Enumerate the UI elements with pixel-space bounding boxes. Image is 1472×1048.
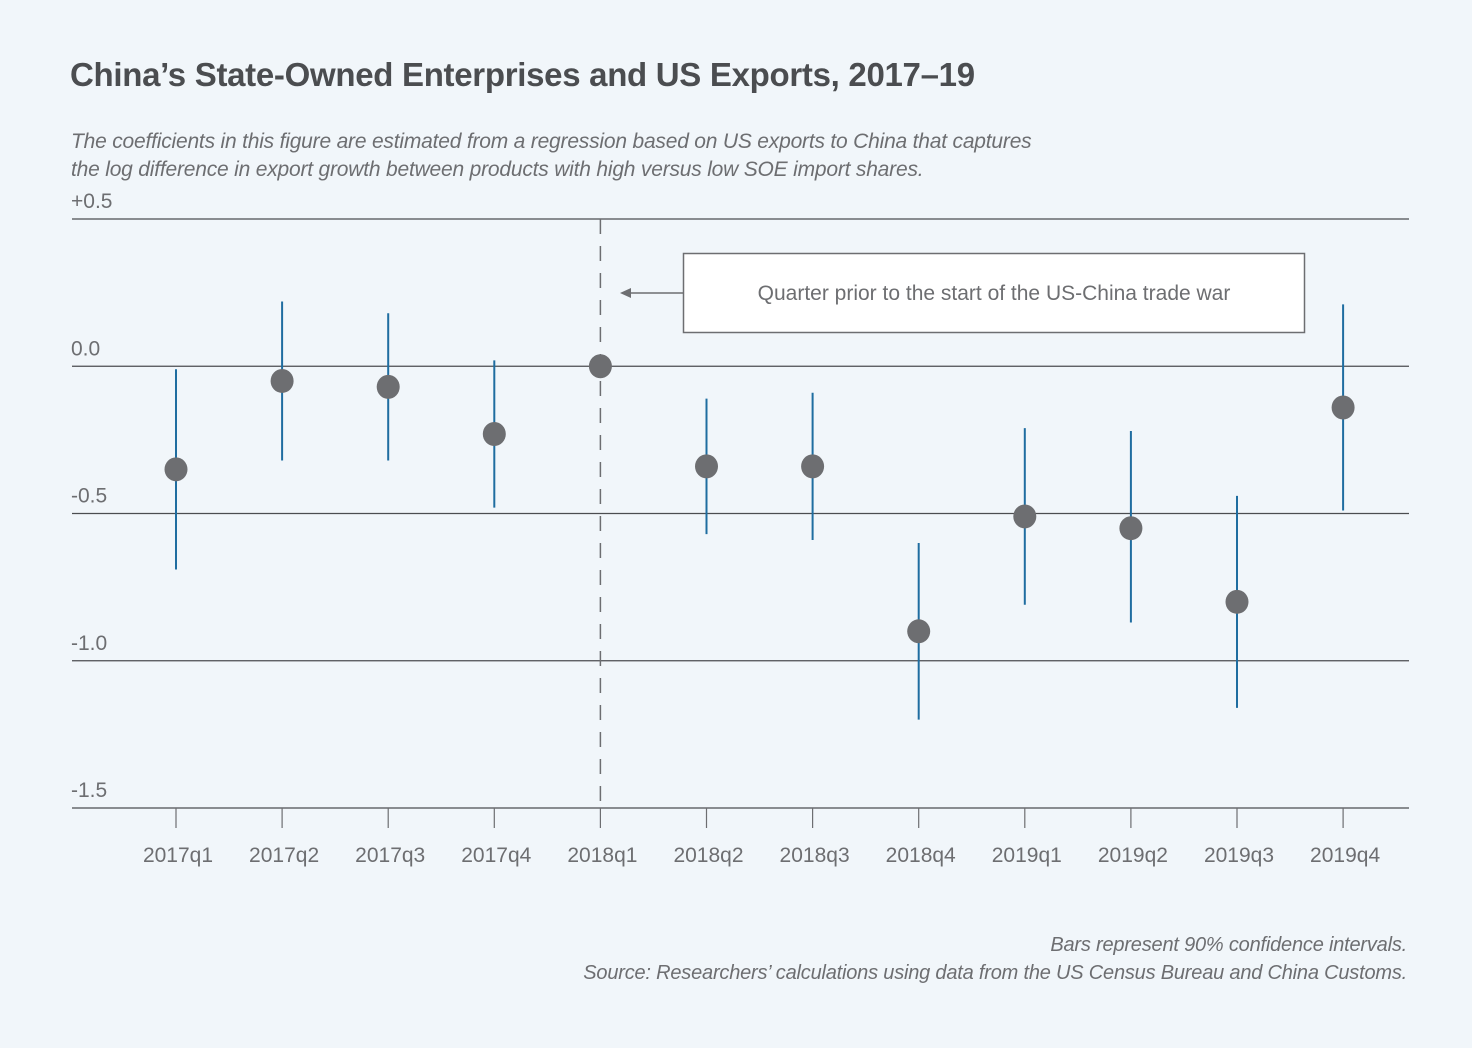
y-tick-label: -0.5 (71, 485, 107, 508)
coefficient-point (1013, 504, 1037, 529)
x-tick-label: 2017q3 (355, 844, 425, 867)
annotation-box (682, 252, 1306, 334)
x-tick-label: 2017q1 (143, 844, 213, 867)
x-tick-label: 2018q1 (567, 844, 637, 867)
gridlines (72, 218, 1409, 809)
annotation-text: Quarter prior to the start of the US-Chi… (758, 282, 1231, 305)
footnote-confidence-intervals: Bars represent 90% confidence intervals. (1050, 934, 1407, 956)
subtitle-line-1: The coefficients in this figure are esti… (71, 130, 1032, 153)
x-tick-label: 2018q2 (673, 844, 743, 867)
y-axis-labels: +0.5 0.0 -0.5 -1.0 -1.5 (71, 190, 112, 802)
x-axis: 2017q1 2017q2 2017q3 2017q4 2018q1 2018q2 2018… (143, 808, 1380, 867)
y-tick-label: 0.0 (71, 337, 100, 360)
x-tick-label: 2019q4 (1310, 844, 1380, 867)
x-tick-label: 2019q1 (992, 844, 1062, 867)
coefficient-point (907, 619, 931, 644)
y-tick-label: -1.0 (71, 632, 107, 655)
x-tick-label: 2018q4 (886, 844, 956, 867)
coefficient-point (801, 454, 825, 479)
y-tick-label: +0.5 (71, 190, 112, 213)
coefficient-point (482, 421, 506, 446)
coefficient-point (376, 374, 400, 399)
coefficient-point (1225, 589, 1249, 614)
annotation-group: Quarter prior to the start of the US-Chi… (620, 252, 1306, 334)
coefficient-point (270, 368, 294, 393)
x-tick-label: 2017q4 (461, 844, 531, 867)
coefficient-point (588, 354, 612, 379)
x-tick-label: 2019q2 (1098, 844, 1168, 867)
coefficient-point (1331, 395, 1355, 420)
x-tick-label: 2017q2 (249, 844, 319, 867)
y-tick-label: -1.5 (71, 779, 107, 802)
x-tick-label: 2018q3 (780, 844, 850, 867)
annotation-arrow-head (620, 288, 631, 298)
x-tick-label: 2019q3 (1204, 844, 1274, 867)
coefficient-point (695, 454, 718, 479)
data-marks (164, 301, 1355, 720)
chart-subtitle: The coefficients in this figure are esti… (71, 128, 1221, 184)
coefficient-point (1119, 516, 1143, 541)
chart-footer: Bars represent 90% confidence intervals.… (583, 931, 1407, 987)
subtitle-line-2: the log difference in export growth betw… (71, 158, 924, 181)
chart-title: China’s State-Owned Enterprises and US E… (70, 56, 975, 93)
footnote-source: Source: Researchers’ calculations using … (583, 962, 1407, 984)
coefficient-point (164, 457, 188, 482)
